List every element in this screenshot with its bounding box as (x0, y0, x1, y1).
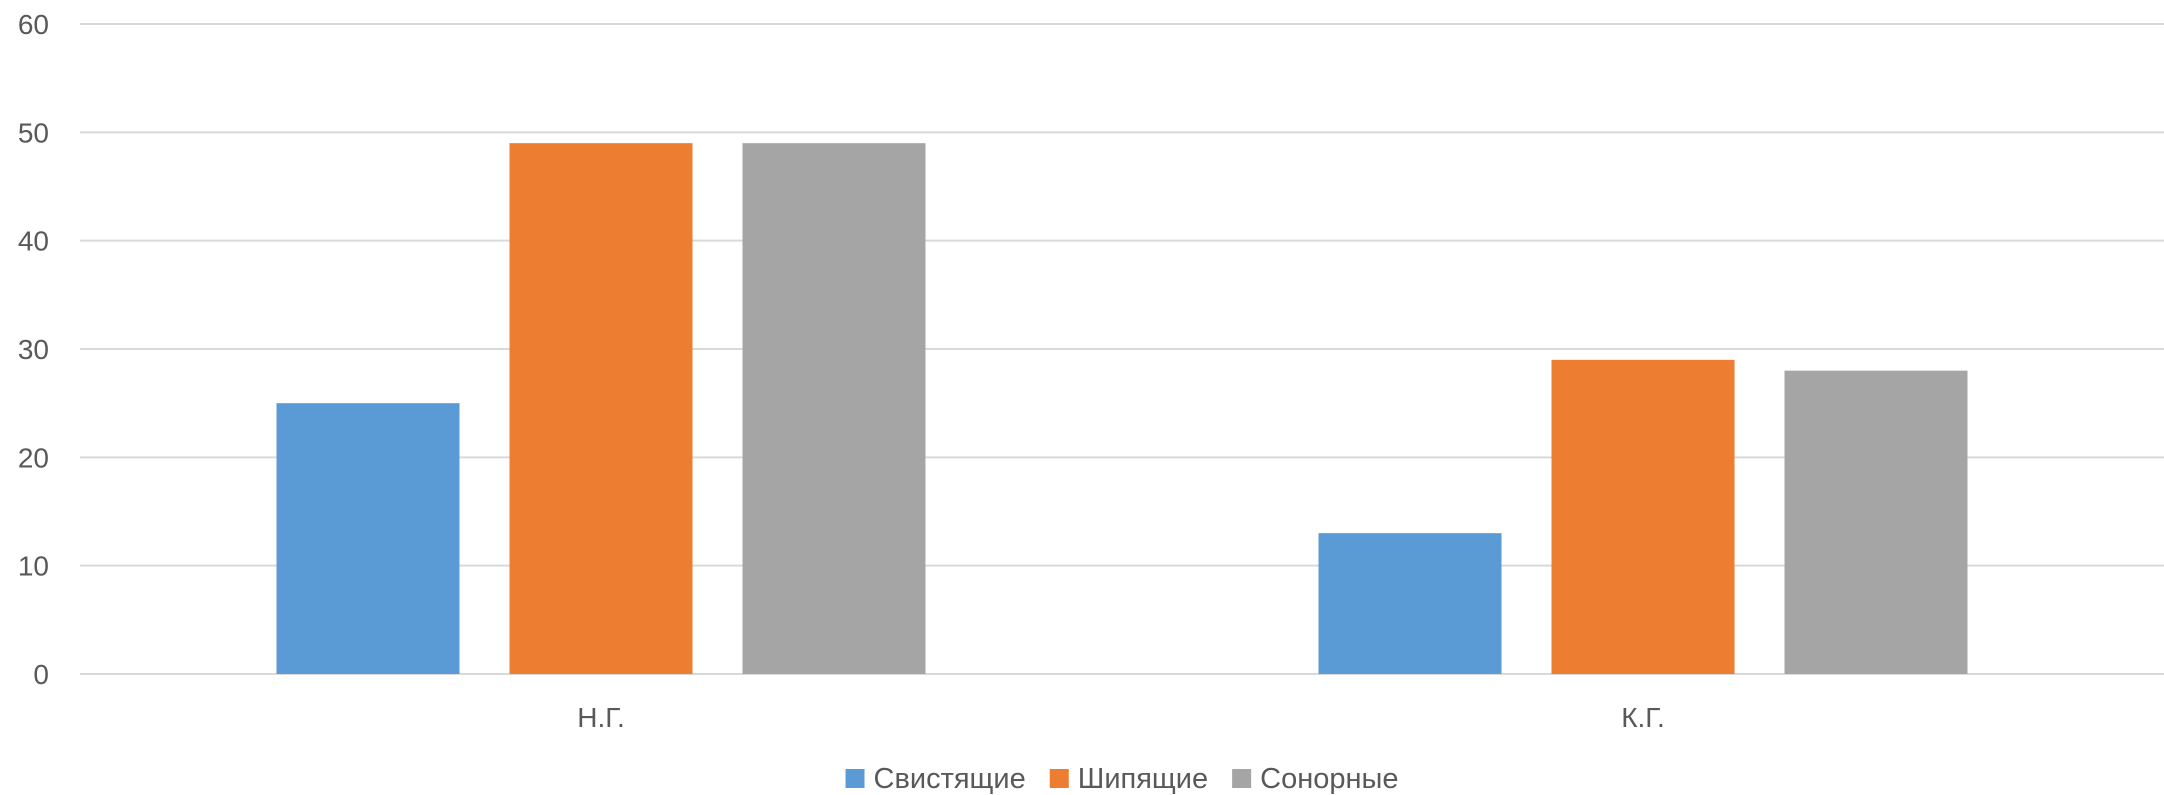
bars (276, 143, 1968, 674)
legend: Свистящие Шипящие Сонорные (845, 763, 1398, 795)
y-tick-label: 0 (33, 659, 49, 690)
x-tick-label: Н.Г. (577, 702, 625, 733)
y-tick-label: 20 (18, 442, 49, 473)
bar (1551, 359, 1735, 674)
y-tick-label: 50 (18, 117, 49, 148)
legend-label: Шипящие (1078, 763, 1208, 795)
y-axis: 0 10 20 30 40 50 60 (18, 9, 49, 690)
legend-swatch (845, 769, 865, 788)
legend-swatch (1049, 769, 1069, 788)
bar (276, 403, 460, 674)
legend-swatch (1232, 769, 1252, 788)
legend-label: Свистящие (874, 763, 1026, 795)
y-tick-label: 40 (18, 226, 49, 257)
bar (1784, 370, 1968, 674)
legend-label: Сонорные (1260, 763, 1398, 795)
y-tick-label: 60 (18, 9, 49, 40)
y-tick-label: 10 (18, 551, 49, 582)
x-tick-label: К.Г. (1621, 702, 1665, 733)
x-axis: Н.Г. К.Г. (577, 702, 1665, 733)
bar (509, 143, 693, 674)
y-tick-label: 30 (18, 334, 49, 365)
bar (1318, 533, 1502, 674)
bar (742, 143, 926, 674)
